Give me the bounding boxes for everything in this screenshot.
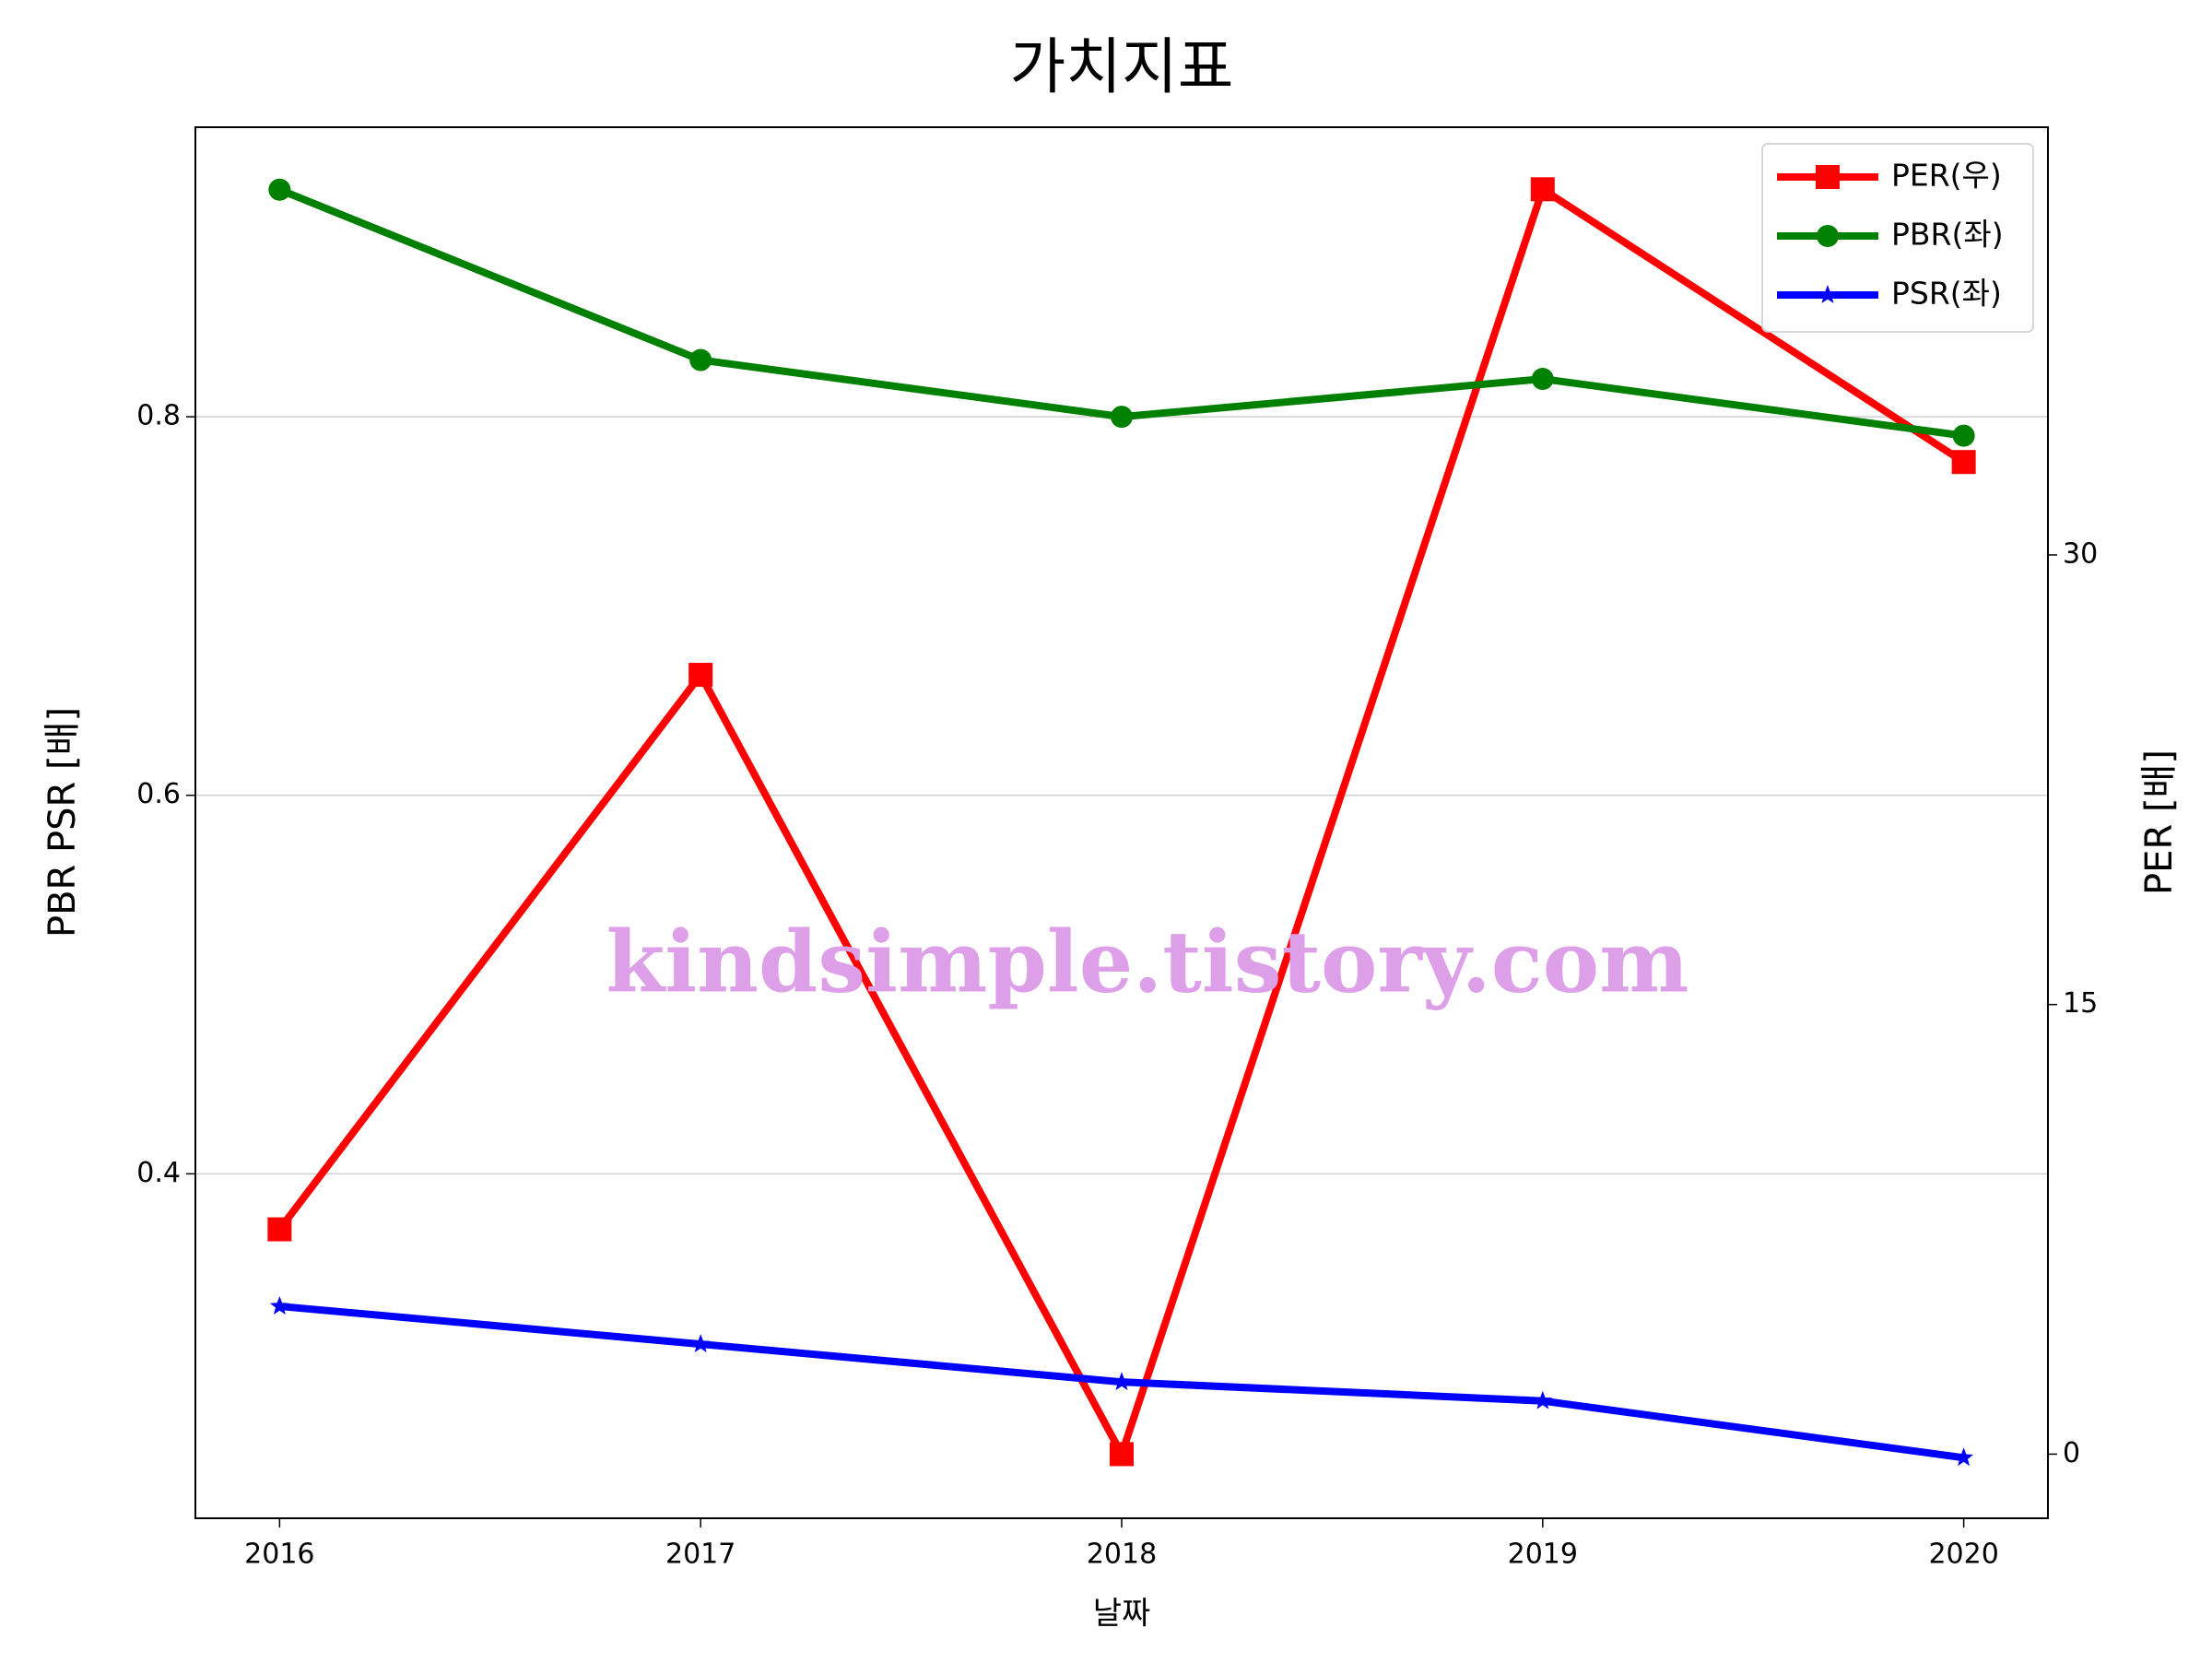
marker — [689, 348, 712, 372]
marker — [690, 1334, 711, 1352]
series — [267, 177, 1976, 1467]
marker — [1951, 450, 1976, 475]
x-tick-label: 2019 — [1508, 1539, 1578, 1571]
y2-tick-label: 30 — [2063, 537, 2098, 570]
marker — [267, 1217, 292, 1242]
marker — [268, 178, 291, 201]
legend-marker — [1817, 225, 1839, 247]
y-tick-label: 0.8 — [136, 400, 181, 432]
legend-marker — [1818, 285, 1838, 303]
series — [268, 178, 1975, 447]
marker — [1112, 1372, 1132, 1391]
y-tick-label: 0.4 — [136, 1157, 181, 1189]
x-tick-label: 2020 — [1928, 1539, 1998, 1571]
marker — [1533, 1390, 1553, 1409]
legend: PER(우) PBR(좌) PSR(좌) — [1761, 143, 2034, 333]
legend-box — [1761, 143, 2034, 333]
x-tick-label: 2016 — [244, 1539, 314, 1571]
marker — [1530, 177, 1555, 202]
plot-frame — [194, 126, 2049, 1519]
legend-marker — [1816, 165, 1840, 189]
y-axis-label: PBR PSR [배] — [41, 707, 84, 938]
x-axis-label: 날짜 — [1093, 1596, 1151, 1633]
marker — [1954, 1447, 1974, 1467]
chart-title: 가치지표 — [1010, 31, 1234, 102]
watermark: kindsimple.tistory.com — [606, 913, 1688, 1012]
x-tick-label: 2017 — [665, 1539, 735, 1571]
series — [269, 1296, 1974, 1467]
x-tick-label: 2018 — [1087, 1539, 1157, 1571]
legend-label: PBR(좌) — [1891, 217, 2004, 253]
y-tick-label: 0.6 — [136, 778, 181, 810]
marker — [1111, 406, 1133, 429]
marker — [1531, 368, 1554, 391]
legend-label: PER(우) — [1891, 158, 2002, 194]
y2-axis-label: PER [배] — [2138, 749, 2181, 895]
marker — [1952, 424, 1975, 447]
marker — [688, 663, 713, 688]
y2-tick-label: 0 — [2063, 1437, 2080, 1469]
marker — [1110, 1442, 1134, 1467]
y2-tick-label: 15 — [2063, 987, 2098, 1020]
legend-label: PSR(좌) — [1891, 276, 2002, 312]
marker — [269, 1296, 289, 1315]
